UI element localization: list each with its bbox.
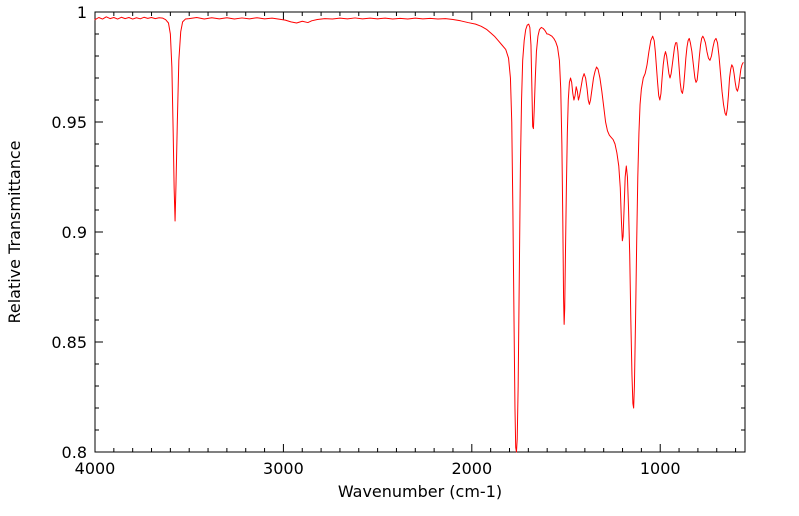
x-tick-label: 2000 [451, 459, 492, 478]
y-tick-label: 0.8 [62, 443, 87, 462]
y-tick-label: 1 [77, 3, 87, 22]
x-tick-label: 3000 [263, 459, 304, 478]
x-tick-label: 1000 [640, 459, 681, 478]
plot-border [94, 11, 746, 453]
y-tick-label: 0.95 [51, 113, 87, 132]
y-tick-label: 0.9 [62, 223, 87, 242]
x-axis-label: Wavenumber (cm-1) [338, 482, 502, 501]
x-tick-label: 4000 [75, 459, 116, 478]
spectrum-line [94, 16, 744, 453]
y-tick-label: 0.85 [51, 333, 87, 352]
y-axis-label: Relative Transmittance [5, 140, 24, 323]
